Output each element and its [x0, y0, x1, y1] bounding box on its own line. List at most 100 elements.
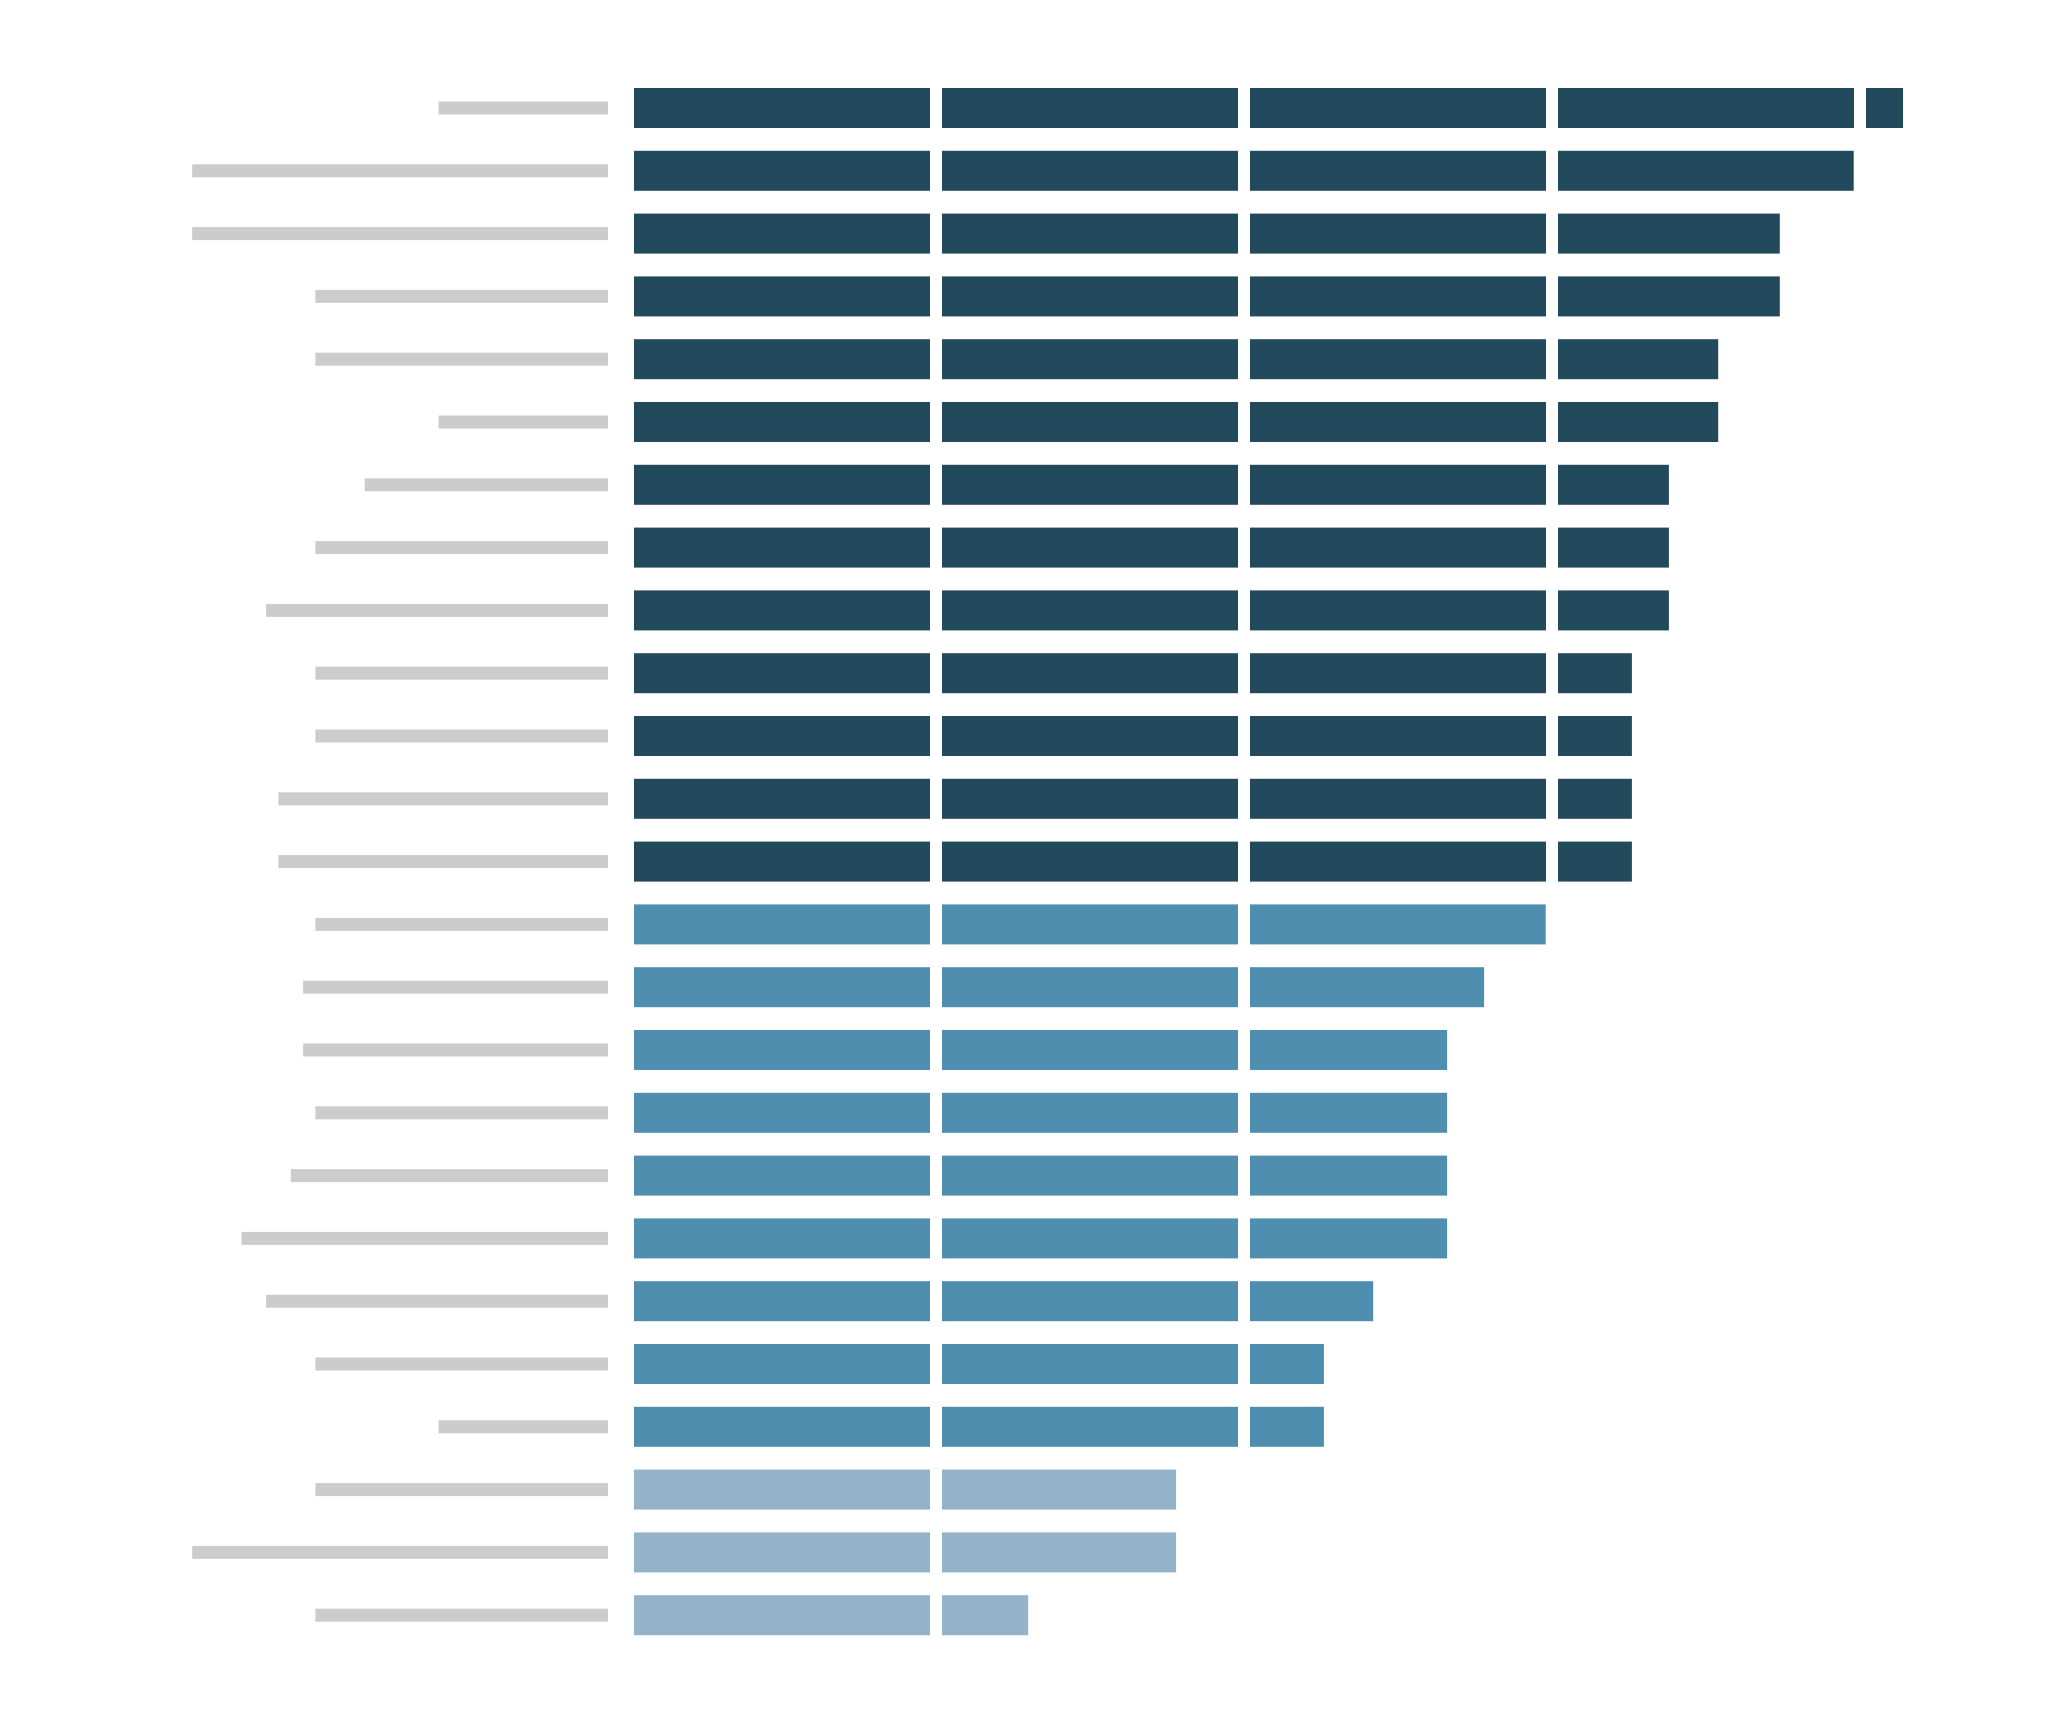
bar — [634, 653, 1632, 694]
bar-segment — [942, 841, 1238, 882]
bar-segment — [1250, 841, 1546, 882]
bar — [634, 527, 1669, 568]
category-label — [315, 541, 608, 555]
bar-segment — [634, 1595, 930, 1636]
bar-segment — [1250, 1030, 1448, 1070]
category-label — [438, 415, 608, 429]
bar-segment — [634, 967, 930, 1008]
bar-segment — [942, 402, 1238, 442]
category-label — [315, 289, 608, 303]
bar-segment — [1558, 150, 1854, 191]
category-label — [438, 1420, 608, 1434]
bar — [634, 1218, 1448, 1259]
bar — [634, 339, 1719, 380]
bar-segment — [634, 339, 930, 380]
bar-segment — [634, 213, 930, 254]
bar — [634, 716, 1632, 756]
bar-segment — [634, 1155, 930, 1196]
bar-segment — [634, 527, 930, 568]
category-label — [266, 1294, 608, 1308]
category-label — [315, 1608, 608, 1622]
bar — [634, 967, 1485, 1008]
bar — [634, 150, 1854, 191]
bar — [634, 402, 1719, 442]
bar-segment — [942, 1030, 1238, 1070]
category-label — [290, 1169, 608, 1183]
bar-segment — [942, 339, 1238, 380]
bar-segment — [1250, 150, 1546, 191]
bar-segment — [942, 1155, 1238, 1196]
bars — [634, 88, 1903, 1636]
bar-segment — [634, 841, 930, 882]
bar — [634, 1532, 1177, 1573]
bar-segment — [1250, 1281, 1374, 1322]
bar-segment — [1866, 88, 1903, 128]
bar-segment — [1558, 590, 1669, 631]
bar — [634, 778, 1632, 819]
bar-segment — [634, 150, 930, 191]
bar-segment — [1250, 716, 1546, 756]
bar-segment — [942, 464, 1238, 505]
bar-segment — [1250, 402, 1546, 442]
bar-segment — [1250, 339, 1546, 380]
bar-segment — [634, 88, 930, 128]
bar-segment — [1250, 904, 1546, 945]
category-label — [364, 478, 608, 492]
bar-segment — [634, 276, 930, 317]
bar-segment — [942, 1092, 1238, 1133]
category-label — [192, 1545, 608, 1559]
bar-segment — [1250, 527, 1546, 568]
category-label — [315, 1106, 608, 1120]
bar-segment — [942, 276, 1238, 317]
bar-segment — [942, 778, 1238, 819]
bar-segment — [1558, 402, 1719, 442]
bar-segment — [942, 590, 1238, 631]
bar-segment — [942, 1344, 1238, 1384]
bar-segment — [942, 1532, 1177, 1573]
bar — [634, 1030, 1448, 1070]
category-label — [192, 164, 608, 178]
bar-segment — [942, 653, 1238, 694]
bar-segment — [634, 1030, 930, 1070]
bar — [634, 1469, 1177, 1510]
bar — [634, 1344, 1324, 1384]
bar-segment — [1250, 778, 1546, 819]
bar — [634, 904, 1546, 945]
bar-segment — [942, 88, 1238, 128]
bar-segment — [942, 527, 1238, 568]
bar-segment — [942, 967, 1238, 1008]
bar — [634, 1155, 1448, 1196]
bar-segment — [1250, 967, 1485, 1008]
bar-segment — [942, 904, 1238, 945]
bar-segment — [942, 213, 1238, 254]
category-label — [241, 1231, 608, 1245]
bar — [634, 1406, 1324, 1447]
bar-segment — [1250, 1155, 1448, 1196]
bar-segment — [1250, 276, 1546, 317]
bar — [634, 1595, 1029, 1636]
category-label — [315, 1483, 608, 1497]
bar-segment — [1558, 716, 1632, 756]
bar — [634, 1092, 1448, 1133]
bar — [634, 276, 1780, 317]
bar — [634, 841, 1632, 882]
bar-segment — [1558, 778, 1632, 819]
bar-segment — [634, 590, 930, 631]
bar-segment — [1250, 590, 1546, 631]
category-label — [266, 603, 608, 617]
bar-segment — [1250, 1406, 1324, 1447]
bar-segment — [942, 1595, 1029, 1636]
bar — [634, 88, 1903, 128]
bar — [634, 590, 1669, 631]
bar-segment — [1558, 527, 1669, 568]
bar-segment — [1558, 88, 1854, 128]
bar-segment — [1558, 276, 1780, 317]
category-label — [438, 101, 608, 115]
category-label — [315, 917, 608, 931]
category-label — [315, 666, 608, 680]
bar-segment — [1558, 653, 1632, 694]
bar — [634, 213, 1780, 254]
category-label — [303, 1043, 608, 1057]
